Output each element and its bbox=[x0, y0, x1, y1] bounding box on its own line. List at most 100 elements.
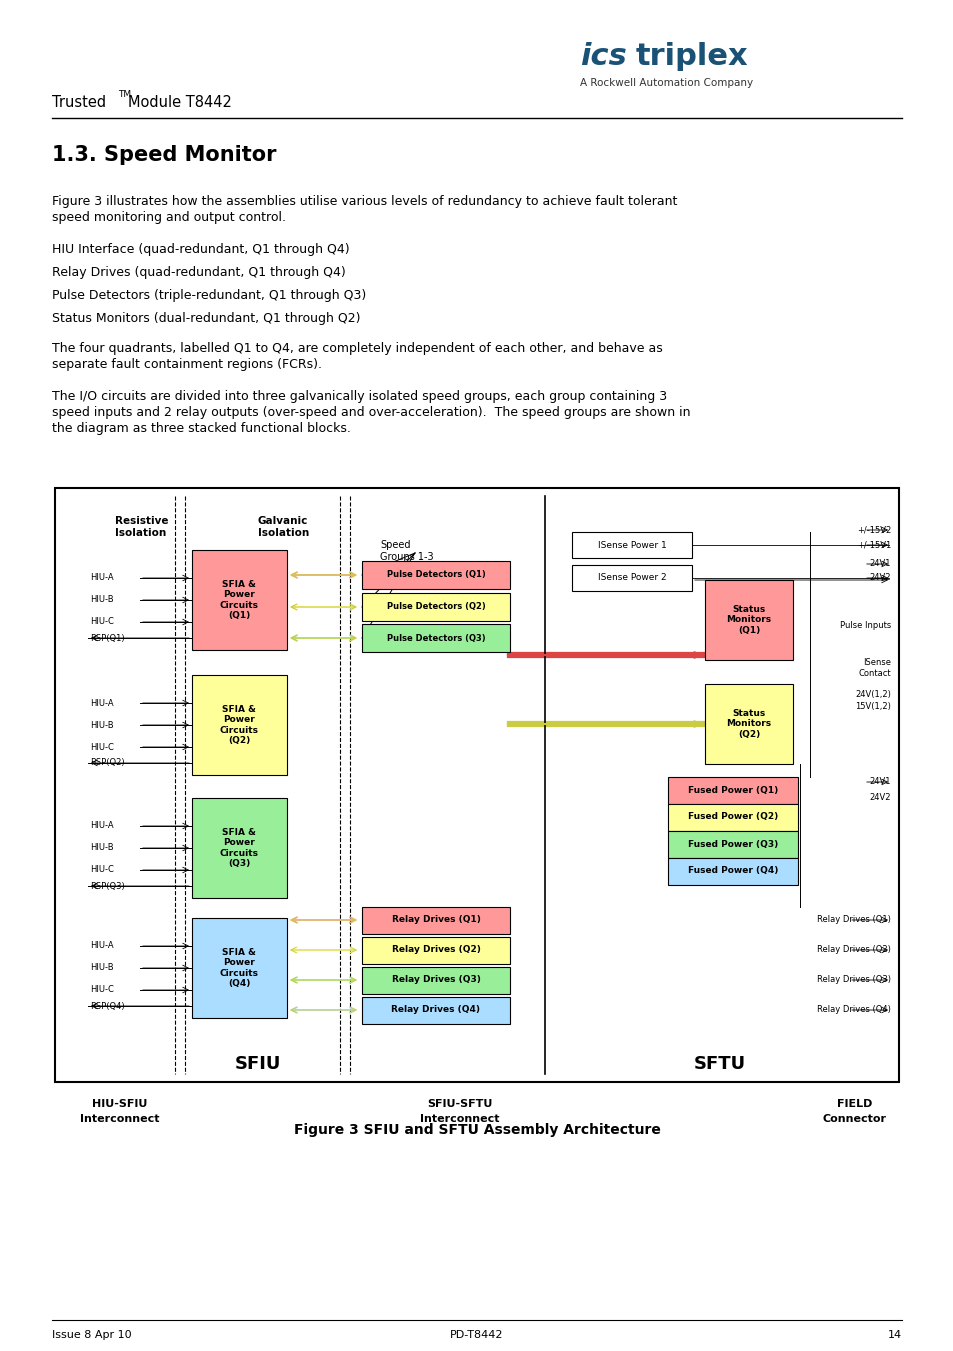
Text: HIU-SFIU: HIU-SFIU bbox=[92, 1098, 148, 1109]
Text: triplex: triplex bbox=[636, 42, 748, 72]
Text: Figure 3 illustrates how the assemblies utilise various levels of redundancy to : Figure 3 illustrates how the assemblies … bbox=[52, 195, 677, 208]
Text: SFIU: SFIU bbox=[234, 1055, 281, 1073]
Text: The I/O circuits are divided into three galvanically isolated speed groups, each: The I/O circuits are divided into three … bbox=[52, 390, 666, 403]
Text: 24V(1,2): 24V(1,2) bbox=[854, 689, 890, 698]
Text: RSP(Q4): RSP(Q4) bbox=[90, 1001, 125, 1011]
Text: A Rockwell Automation Company: A Rockwell Automation Company bbox=[579, 78, 752, 88]
Text: the diagram as three stacked functional blocks.: the diagram as three stacked functional … bbox=[52, 422, 351, 435]
Text: Fused Power (Q2): Fused Power (Q2) bbox=[687, 812, 778, 821]
Bar bbox=[704, 580, 792, 661]
Text: Relay Drives (Q2): Relay Drives (Q2) bbox=[391, 946, 480, 955]
Text: PD-T8442: PD-T8442 bbox=[450, 1329, 503, 1340]
Text: Speed
Groups 1-3: Speed Groups 1-3 bbox=[379, 540, 434, 562]
Text: Issue 8 Apr 10: Issue 8 Apr 10 bbox=[52, 1329, 132, 1340]
Text: The four quadrants, labelled Q1 to Q4, are completely independent of each other,: The four quadrants, labelled Q1 to Q4, a… bbox=[52, 342, 662, 355]
Text: TM: TM bbox=[118, 91, 131, 99]
Text: HIU-B: HIU-B bbox=[90, 963, 113, 973]
Text: HIU-A: HIU-A bbox=[90, 821, 113, 831]
Text: ISense Power 1: ISense Power 1 bbox=[597, 540, 666, 550]
Bar bbox=[361, 561, 510, 589]
Text: FIELD: FIELD bbox=[837, 1098, 872, 1109]
Text: HIU-A: HIU-A bbox=[90, 942, 113, 951]
Text: Relay Drives (Q4): Relay Drives (Q4) bbox=[391, 1005, 480, 1015]
Text: Figure 3 SFIU and SFTU Assembly Architecture: Figure 3 SFIU and SFTU Assembly Architec… bbox=[294, 1123, 659, 1138]
Text: Fused Power (Q4): Fused Power (Q4) bbox=[687, 866, 778, 875]
Bar bbox=[361, 967, 510, 994]
Text: 14: 14 bbox=[887, 1329, 901, 1340]
Bar bbox=[192, 917, 287, 1019]
Text: Trusted: Trusted bbox=[52, 95, 106, 109]
Bar bbox=[55, 488, 898, 1082]
Bar bbox=[361, 907, 510, 934]
Text: Relay Drives (Q3): Relay Drives (Q3) bbox=[391, 975, 480, 985]
Bar bbox=[361, 997, 510, 1024]
Text: Connector: Connector bbox=[822, 1115, 886, 1124]
Text: Relay Drives (Q3): Relay Drives (Q3) bbox=[816, 975, 890, 985]
Text: HIU-C: HIU-C bbox=[90, 866, 113, 874]
Bar bbox=[192, 676, 287, 775]
Text: HIU-B: HIU-B bbox=[90, 843, 113, 852]
Text: HIU-B: HIU-B bbox=[90, 720, 113, 730]
Text: RSP(Q1): RSP(Q1) bbox=[90, 634, 125, 643]
Text: ISense
Contact: ISense Contact bbox=[858, 658, 890, 678]
Text: Relay Drives (quad-redundant, Q1 through Q4): Relay Drives (quad-redundant, Q1 through… bbox=[52, 266, 345, 280]
Text: Status
Monitors
(Q2): Status Monitors (Q2) bbox=[725, 709, 771, 739]
Text: SFIA &
Power
Circuits
(Q4): SFIA & Power Circuits (Q4) bbox=[219, 948, 258, 988]
Bar bbox=[361, 624, 510, 653]
Text: Interconnect: Interconnect bbox=[420, 1115, 499, 1124]
Text: Module T8442: Module T8442 bbox=[128, 95, 232, 109]
Text: RSP(Q3): RSP(Q3) bbox=[90, 881, 125, 890]
Bar bbox=[192, 550, 287, 650]
Text: Pulse Detectors (Q2): Pulse Detectors (Q2) bbox=[386, 603, 485, 612]
Text: speed monitoring and output control.: speed monitoring and output control. bbox=[52, 211, 286, 224]
Text: Relay Drives (Q1): Relay Drives (Q1) bbox=[391, 916, 480, 924]
Text: HIU-C: HIU-C bbox=[90, 617, 113, 627]
Text: Pulse Detectors (Q1): Pulse Detectors (Q1) bbox=[386, 570, 485, 580]
Text: HIU-C: HIU-C bbox=[90, 743, 113, 751]
Text: Galvanic
Isolation: Galvanic Isolation bbox=[257, 516, 309, 538]
Text: HIU-B: HIU-B bbox=[90, 596, 113, 604]
Text: 24V1: 24V1 bbox=[868, 559, 890, 569]
Text: SFTU: SFTU bbox=[693, 1055, 745, 1073]
Bar bbox=[667, 858, 797, 885]
Text: SFIA &
Power
Circuits
(Q1): SFIA & Power Circuits (Q1) bbox=[219, 580, 258, 620]
Text: separate fault containment regions (FCRs).: separate fault containment regions (FCRs… bbox=[52, 358, 322, 372]
Bar bbox=[667, 777, 797, 804]
Text: HIU-A: HIU-A bbox=[90, 574, 113, 582]
Text: HIU-C: HIU-C bbox=[90, 985, 113, 994]
Text: 24V1: 24V1 bbox=[868, 777, 890, 786]
Bar bbox=[667, 831, 797, 858]
Text: SFIU-SFTU: SFIU-SFTU bbox=[427, 1098, 492, 1109]
Bar bbox=[361, 593, 510, 621]
Text: ISense Power 2: ISense Power 2 bbox=[598, 574, 665, 582]
Text: 1.3. Speed Monitor: 1.3. Speed Monitor bbox=[52, 145, 276, 165]
Text: Fused Power (Q3): Fused Power (Q3) bbox=[687, 839, 778, 848]
Text: Interconnect: Interconnect bbox=[80, 1115, 159, 1124]
Text: Pulse Detectors (Q3): Pulse Detectors (Q3) bbox=[386, 634, 485, 643]
Text: 24V2: 24V2 bbox=[868, 574, 890, 582]
Text: SFIA &
Power
Circuits
(Q3): SFIA & Power Circuits (Q3) bbox=[219, 828, 258, 869]
Text: HIU-A: HIU-A bbox=[90, 698, 113, 708]
Text: +/-15V2: +/-15V2 bbox=[856, 526, 890, 535]
Bar bbox=[572, 565, 691, 590]
Text: +/-15V1: +/-15V1 bbox=[856, 540, 890, 550]
Text: Pulse Inputs: Pulse Inputs bbox=[839, 621, 890, 631]
Text: Fused Power (Q1): Fused Power (Q1) bbox=[687, 785, 778, 794]
Text: Relay Drives (Q2): Relay Drives (Q2) bbox=[817, 946, 890, 955]
Text: RSP(Q2): RSP(Q2) bbox=[90, 758, 125, 767]
Bar bbox=[667, 804, 797, 831]
Text: Relay Drives (Q4): Relay Drives (Q4) bbox=[817, 1005, 890, 1015]
Bar bbox=[361, 938, 510, 965]
Text: Status Monitors (dual-redundant, Q1 through Q2): Status Monitors (dual-redundant, Q1 thro… bbox=[52, 312, 360, 326]
Bar bbox=[192, 798, 287, 898]
Bar bbox=[704, 684, 792, 765]
Text: SFIA &
Power
Circuits
(Q2): SFIA & Power Circuits (Q2) bbox=[219, 705, 258, 746]
Text: 15V(1,2): 15V(1,2) bbox=[854, 701, 890, 711]
Text: HIU Interface (quad-redundant, Q1 through Q4): HIU Interface (quad-redundant, Q1 throug… bbox=[52, 243, 349, 255]
Text: 24V2: 24V2 bbox=[868, 793, 890, 801]
Text: Status
Monitors
(Q1): Status Monitors (Q1) bbox=[725, 605, 771, 635]
Text: Relay Drives (Q1): Relay Drives (Q1) bbox=[817, 916, 890, 924]
Text: speed inputs and 2 relay outputs (over-speed and over-acceleration).  The speed : speed inputs and 2 relay outputs (over-s… bbox=[52, 407, 690, 419]
Bar bbox=[572, 532, 691, 558]
Text: ics: ics bbox=[579, 42, 626, 72]
